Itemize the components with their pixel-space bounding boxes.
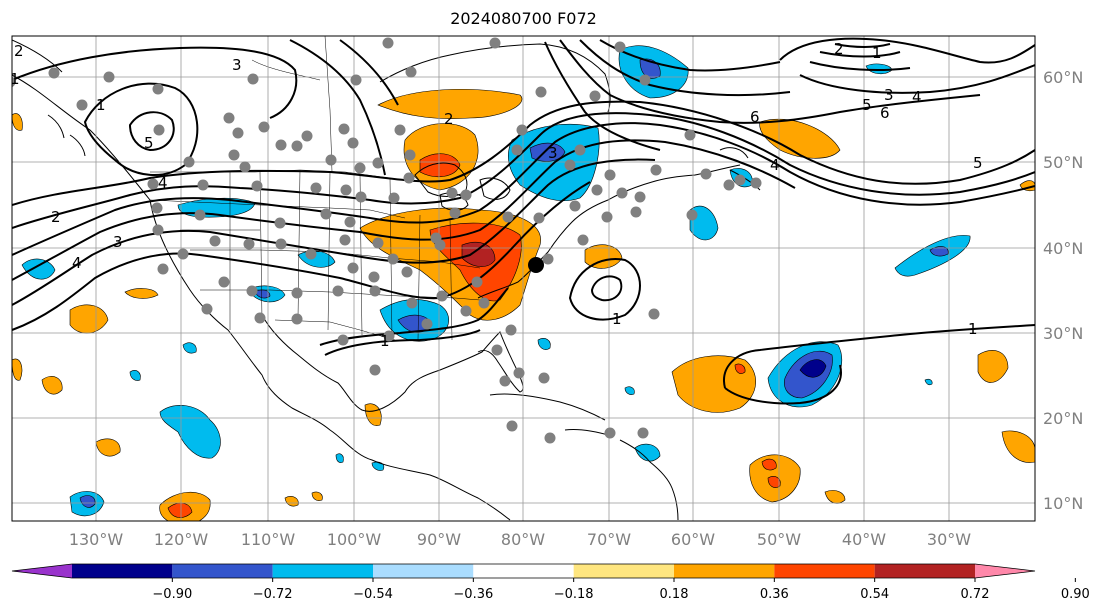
colorbar-tick-label: 0.72 <box>961 587 990 602</box>
svg-text:1: 1 <box>10 70 20 88</box>
svg-text:4: 4 <box>912 88 922 106</box>
colorbar-extend-low <box>12 564 72 578</box>
svg-text:5: 5 <box>973 154 983 172</box>
svg-text:4: 4 <box>72 254 82 272</box>
colorbar-tick-label: −0.36 <box>453 587 493 602</box>
svg-text:10°N: 10°N <box>1043 494 1083 513</box>
svg-text:2: 2 <box>14 42 24 60</box>
svg-text:4: 4 <box>158 174 168 192</box>
colorbar-bin <box>774 564 875 578</box>
svg-text:130°W: 130°W <box>69 530 124 549</box>
contour-lines <box>12 37 1035 405</box>
colorbar-bin <box>72 564 173 578</box>
svg-text:100°W: 100°W <box>327 530 382 549</box>
svg-text:50°N: 50°N <box>1043 153 1083 172</box>
observation-points <box>12 37 762 444</box>
colorbar-tick-label: −0.72 <box>253 587 293 602</box>
contour-labels: 2 1 5 4 3 2 1 4 3 6 5 4 3 2 1 1 1 5 6 4 … <box>10 40 983 350</box>
svg-text:1: 1 <box>380 332 390 350</box>
svg-text:1: 1 <box>872 44 882 62</box>
colorbar-bin <box>373 564 474 578</box>
colorbar-bin <box>874 564 975 578</box>
colorbar-bin <box>272 564 373 578</box>
svg-text:80°W: 80°W <box>501 530 545 549</box>
colorbar-tick-label: −0.18 <box>554 587 594 602</box>
colorbar-tick-label: 0.54 <box>860 587 889 602</box>
svg-text:60°N: 60°N <box>1043 68 1083 87</box>
svg-text:2: 2 <box>834 40 844 58</box>
svg-text:40°W: 40°W <box>842 530 886 549</box>
longitude-labels: 130°W 120°W 110°W 100°W 90°W 80°W 70°W 6… <box>69 530 971 549</box>
svg-text:30°W: 30°W <box>927 530 971 549</box>
svg-text:110°W: 110°W <box>241 530 296 549</box>
colorbar-tick-label: 0.18 <box>660 587 689 602</box>
colorbar: −0.90 −0.72 −0.54 −0.36 −0.18 0.18 0.36 0.54 0.7… <box>11 563 1090 602</box>
colorbar-tick-label: 0.36 <box>760 587 789 602</box>
colorbar-outline <box>11 563 1036 579</box>
svg-text:3: 3 <box>548 144 558 162</box>
svg-text:1: 1 <box>612 310 622 328</box>
latitude-labels: 60°N 50°N 40°N 30°N 20°N 10°N <box>1043 68 1083 513</box>
svg-text:60°W: 60°W <box>671 530 715 549</box>
svg-text:4: 4 <box>770 156 780 174</box>
colorbar-tick-label: −0.54 <box>353 587 393 602</box>
svg-text:6: 6 <box>880 104 890 122</box>
svg-text:6: 6 <box>750 108 760 126</box>
map-title: 2024080700 F072 <box>450 9 597 28</box>
svg-text:5: 5 <box>144 134 154 152</box>
svg-text:3: 3 <box>113 233 123 251</box>
svg-text:5: 5 <box>862 96 872 114</box>
svg-text:3: 3 <box>232 56 242 74</box>
svg-text:2: 2 <box>51 208 61 226</box>
colorbar-bin <box>674 564 775 578</box>
svg-text:30°N: 30°N <box>1043 324 1083 343</box>
svg-text:2: 2 <box>444 110 454 128</box>
colorbar-tick-label: 0.90 <box>1061 587 1090 602</box>
colorbar-bin <box>172 564 273 578</box>
svg-text:50°W: 50°W <box>757 530 801 549</box>
colorbar-bin <box>473 564 574 578</box>
graticule <box>12 36 1035 521</box>
map-frame <box>11 35 1036 522</box>
svg-text:3: 3 <box>884 86 894 104</box>
svg-text:1: 1 <box>96 96 106 114</box>
political-borders <box>149 36 481 341</box>
svg-text:70°W: 70°W <box>587 530 631 549</box>
svg-text:120°W: 120°W <box>154 530 209 549</box>
svg-text:40°N: 40°N <box>1043 239 1083 258</box>
colorbar-extend-high <box>975 564 1035 578</box>
colorbar-bin <box>573 564 674 578</box>
svg-text:20°N: 20°N <box>1043 409 1083 428</box>
svg-text:1: 1 <box>968 320 978 338</box>
colorbar-tick-label: −0.90 <box>152 587 192 602</box>
storm-center-marker <box>528 257 544 273</box>
svg-text:90°W: 90°W <box>417 530 461 549</box>
